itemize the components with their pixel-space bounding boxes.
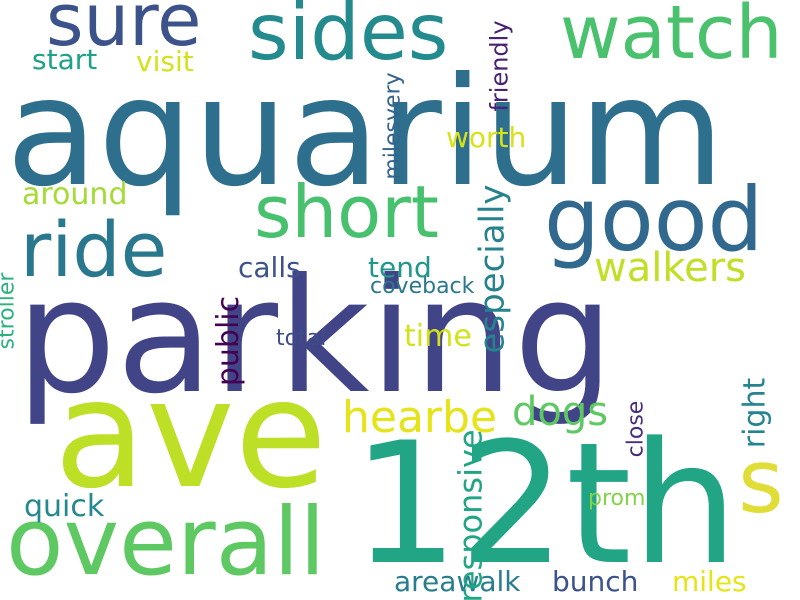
word-aquarium: aquarium [6,46,725,220]
word-ave: ave [54,348,327,522]
word-quick: responsive [451,429,490,600]
word-watch: watch [560,0,783,76]
word-overall: overall [6,488,326,597]
word-friendly: friendly [485,20,514,112]
word-stroller: stroller [0,272,20,350]
word-sides: sides [248,0,449,78]
word-public: public [211,295,247,387]
word-sure: sure [46,0,202,62]
word-visit: visit [136,45,194,78]
word-time: time [404,319,472,354]
word-tend: tend [368,251,432,284]
word-especially: especially [472,184,513,354]
word-start: start [32,43,98,76]
word-12th: 12th [352,406,739,600]
word-around: around [22,177,128,212]
word-parking: parking [16,245,614,429]
word-walkers: walkers [594,245,746,291]
word-right: right [737,377,773,449]
word-s: s [738,430,784,533]
word-worth: worth [446,121,527,154]
word-hearbe: hearbe [342,392,498,443]
word-bunch: bunch [552,565,639,598]
word-total: total [276,326,327,351]
word-ride: ride [20,205,168,294]
word-dogs: dogs [512,389,609,435]
word-miles: miles [672,565,747,598]
word-areawalk: areawalk [394,565,521,598]
word-prom: prom [588,486,646,511]
word-coveback: coveback [370,274,475,299]
word-calls: calls [238,251,301,284]
word-close: close [623,400,649,458]
word-good: good [544,168,764,271]
word-responsive: quick [24,489,105,524]
word-milesvery: milesvery [380,72,406,180]
word-short: short [254,170,440,254]
